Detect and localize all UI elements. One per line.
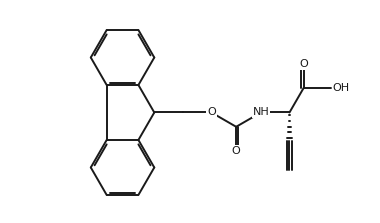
Text: NH: NH xyxy=(253,107,269,118)
Text: O: O xyxy=(207,107,216,118)
Text: O: O xyxy=(232,146,241,156)
Text: OH: OH xyxy=(333,83,350,93)
Text: O: O xyxy=(299,59,308,69)
